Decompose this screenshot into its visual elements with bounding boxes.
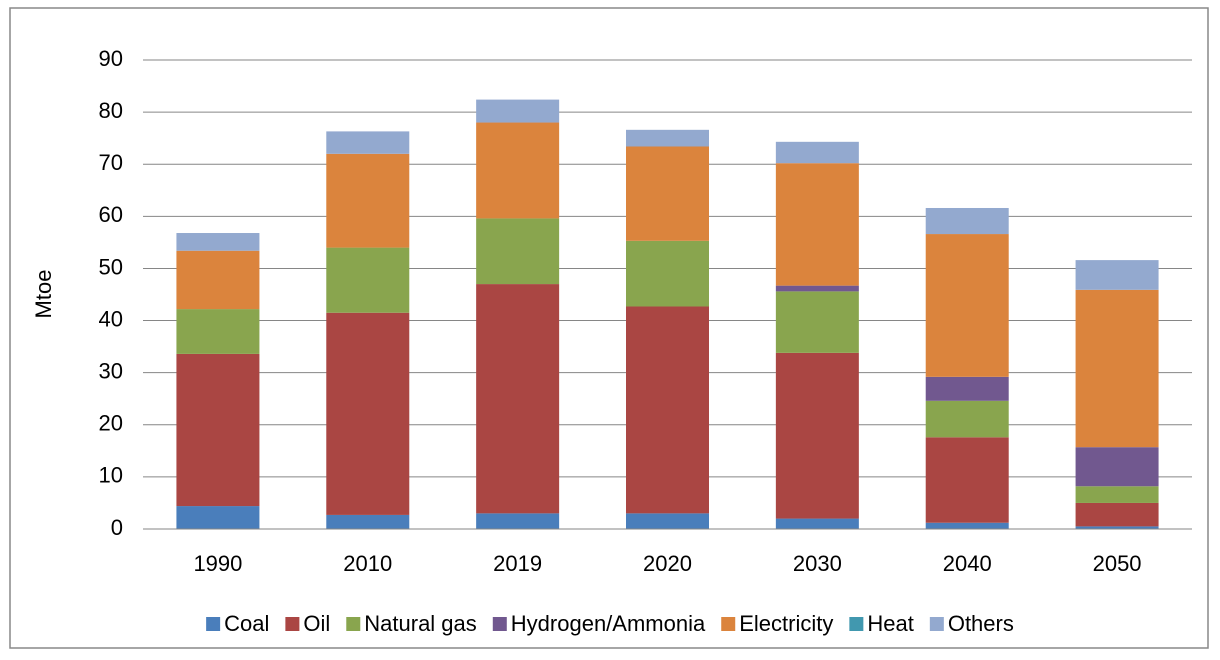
bar-segment	[925, 234, 1009, 377]
y-tick-label: 0	[111, 515, 123, 540]
bar-segment	[775, 163, 859, 286]
bar-segment	[1075, 260, 1159, 290]
bar-segment	[326, 153, 410, 248]
bar-segment	[176, 250, 260, 310]
legend-label: Others	[948, 611, 1014, 636]
bar-segment	[626, 306, 709, 514]
legend-swatch	[285, 617, 300, 631]
y-tick-label: 90	[99, 46, 123, 71]
bar-segment	[775, 141, 859, 164]
legend-label: Hydrogen/Ammonia	[511, 611, 706, 636]
legend: Coal Oil Natural gas Hydrogen/Ammonia Electr…	[206, 611, 1014, 636]
legend-swatch	[492, 617, 507, 631]
bar-segment	[626, 146, 709, 241]
legend-label: Oil	[303, 611, 330, 636]
bar-segment	[176, 506, 260, 529]
bar-segment	[626, 129, 709, 147]
legend-swatch	[849, 617, 864, 631]
bar-segment	[176, 233, 260, 251]
bar-segment	[775, 518, 859, 529]
x-tick-label: 2050	[1093, 551, 1142, 576]
legend-label: Coal	[224, 611, 269, 636]
bar-segment	[925, 437, 1009, 523]
bar-segment	[476, 99, 560, 123]
x-tick-label: 1990	[193, 551, 242, 576]
y-tick-label: 10	[99, 463, 123, 488]
legend-label: Natural gas	[364, 611, 477, 636]
y-tick-label: 80	[99, 98, 123, 123]
legend-swatch	[206, 617, 221, 631]
y-tick-label: 50	[99, 254, 123, 279]
bar-segment	[476, 218, 560, 285]
bar-segment	[1075, 502, 1159, 527]
bar-segment	[925, 400, 1009, 438]
bar-segment	[626, 513, 709, 529]
x-tick-label: 2040	[943, 551, 992, 576]
bar-segment	[476, 122, 560, 219]
bar-segment	[775, 352, 859, 519]
y-axis-label: Mtoe	[31, 270, 56, 319]
bar-segment	[775, 291, 859, 353]
bar-segment	[1075, 289, 1159, 448]
bar-segment	[326, 247, 410, 313]
legend-swatch	[346, 617, 361, 631]
bar-segment	[1075, 526, 1159, 529]
bar-segment	[1075, 447, 1159, 487]
x-tick-label: 2020	[643, 551, 692, 576]
bar-segment	[326, 131, 410, 154]
bar-segment	[476, 284, 560, 514]
bar-segment	[176, 309, 260, 354]
bar-segment	[1075, 486, 1159, 503]
bar-segment	[925, 522, 1009, 529]
legend-label: Heat	[867, 611, 913, 636]
bar-segment	[775, 285, 859, 292]
legend-swatch	[929, 617, 944, 631]
bar-segment	[176, 353, 260, 507]
y-tick-label: 30	[99, 358, 123, 383]
y-tick-label: 40	[99, 306, 123, 331]
bar-segment	[925, 376, 1009, 401]
bar-segment	[326, 312, 410, 515]
bar-segment	[626, 240, 709, 307]
legend-swatch	[721, 617, 736, 631]
x-tick-label: 2030	[793, 551, 842, 576]
y-tick-label: 20	[99, 411, 123, 436]
bar-segment	[925, 207, 1009, 235]
x-tick-label: 2010	[343, 551, 392, 576]
bar-segment	[326, 514, 410, 529]
x-tick-label: 2019	[493, 551, 542, 576]
y-tick-label: 60	[99, 202, 123, 227]
bar-segment	[476, 513, 560, 529]
y-tick-label: 70	[99, 150, 123, 175]
legend-label: Electricity	[739, 611, 833, 636]
